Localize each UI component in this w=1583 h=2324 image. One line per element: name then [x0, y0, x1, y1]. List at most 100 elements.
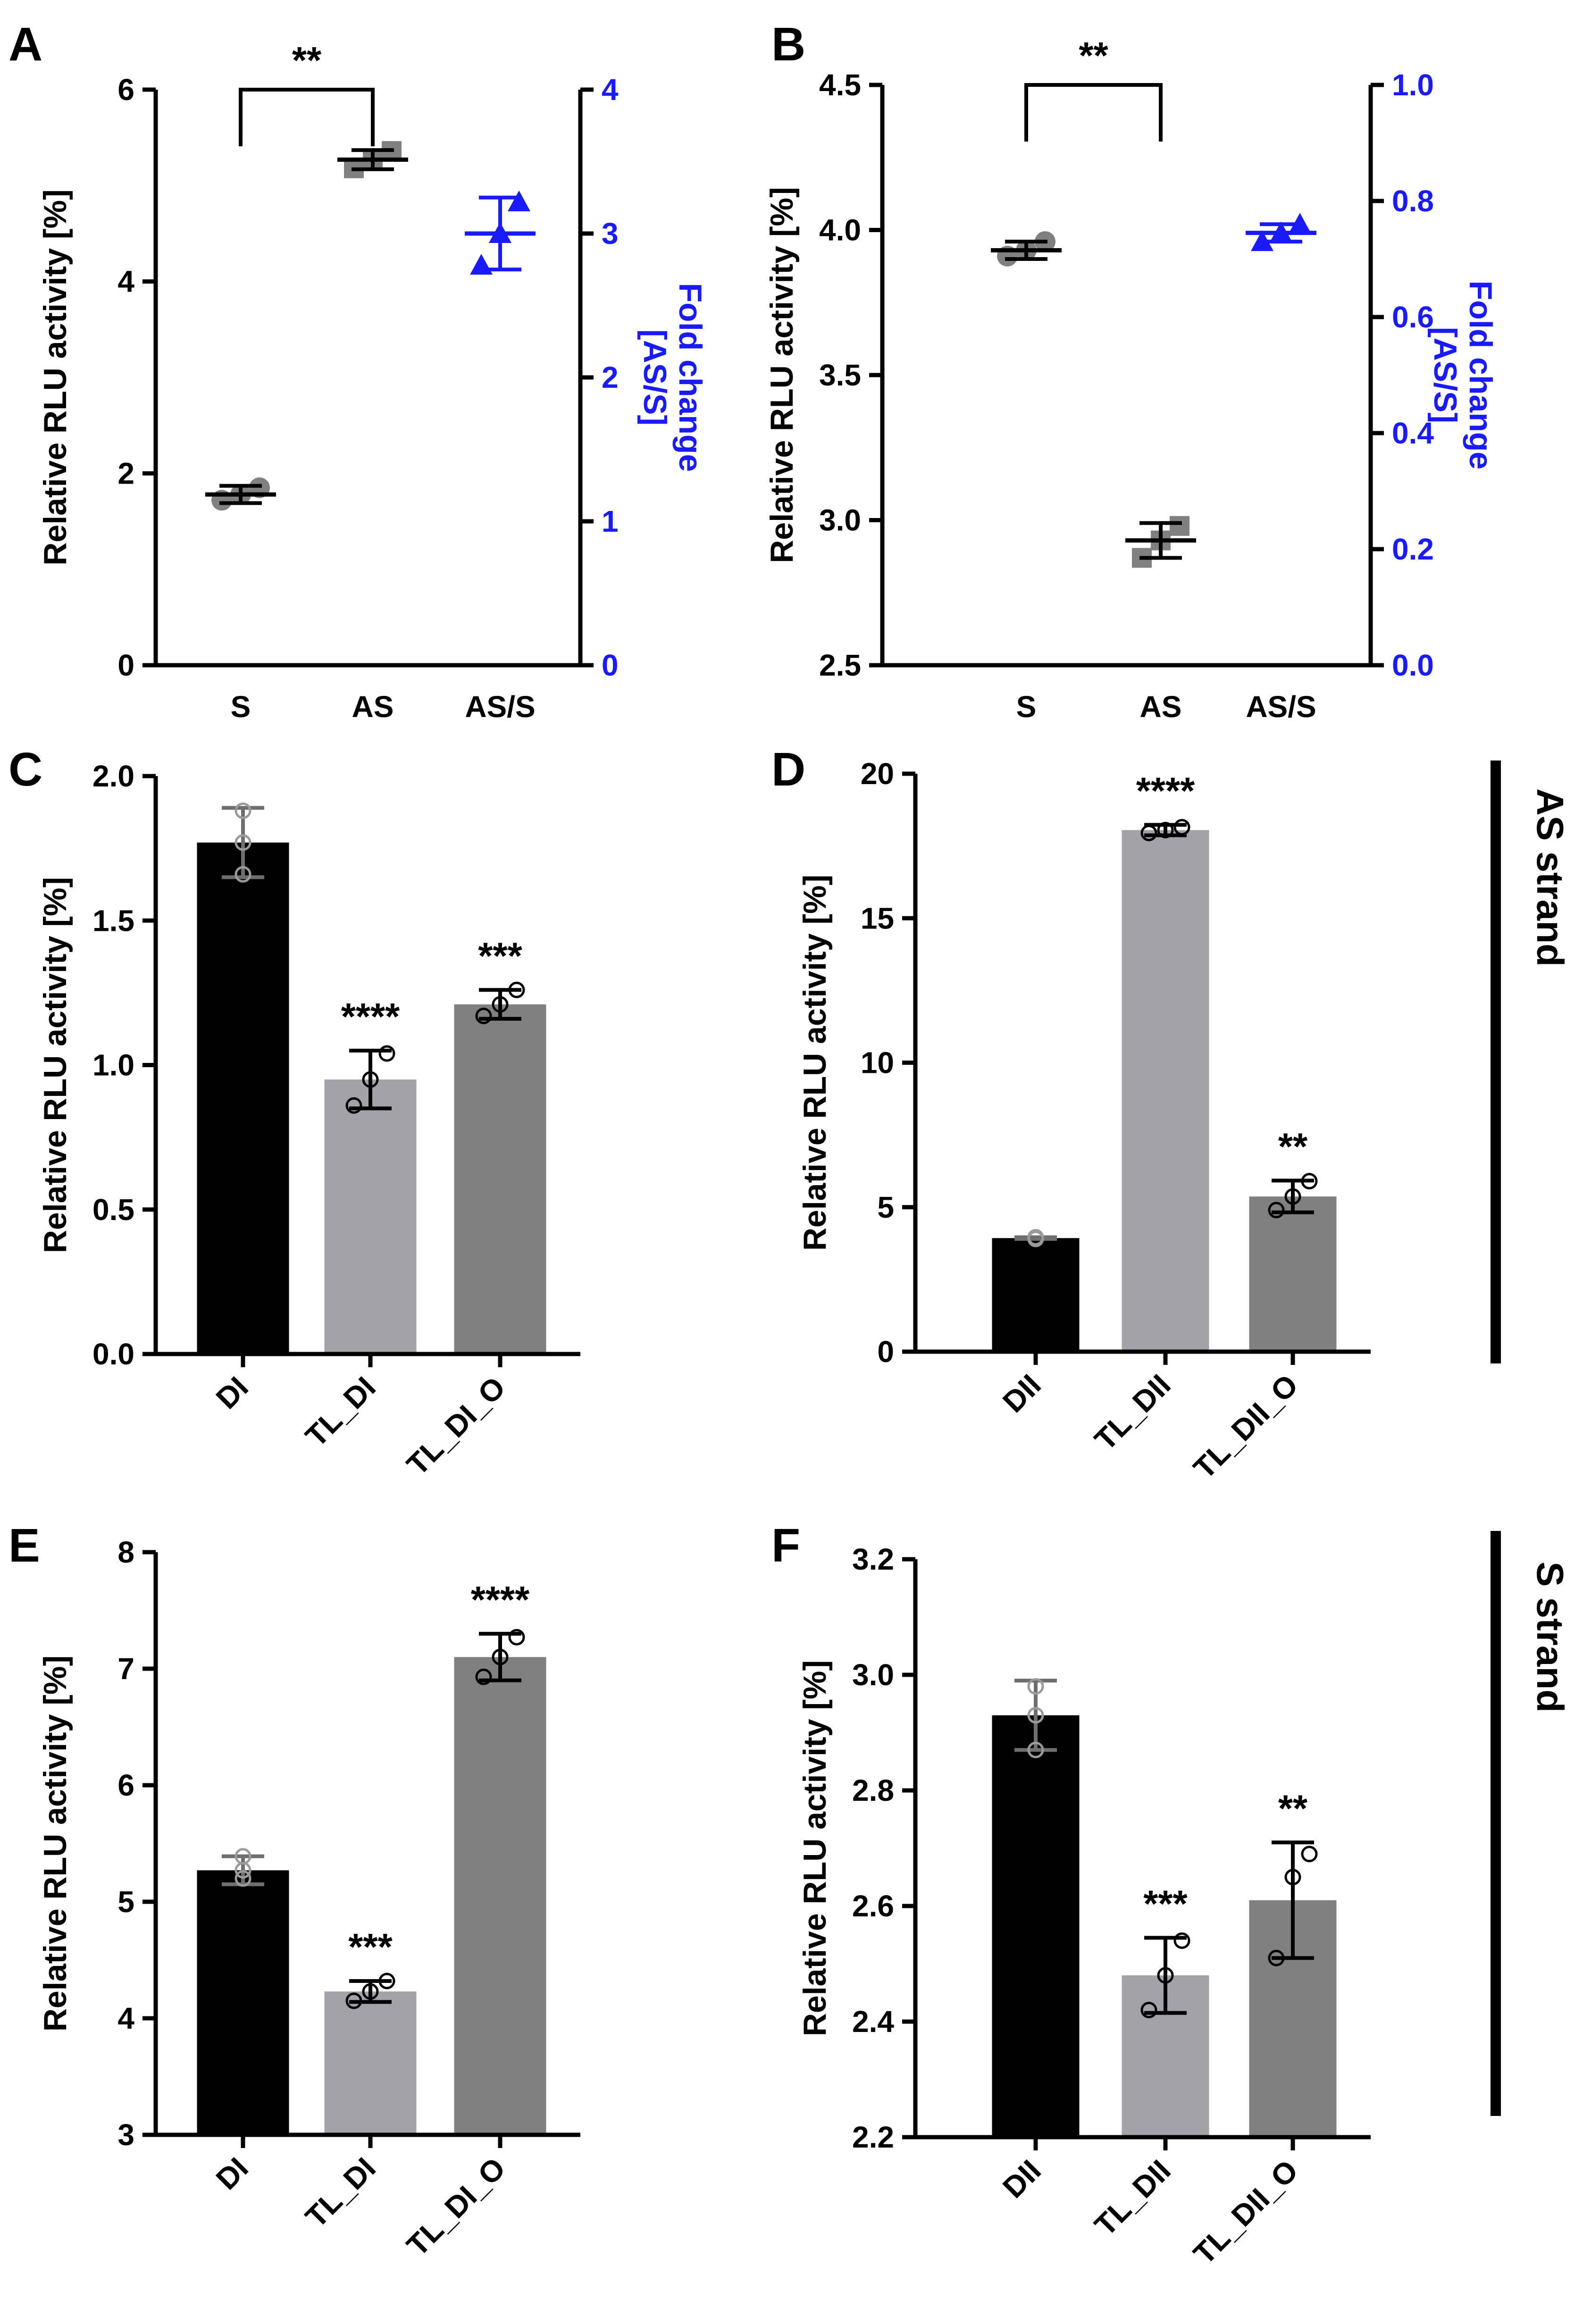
- y-tick-label: 15: [861, 901, 894, 935]
- y-tick-label: 2.2: [852, 2120, 894, 2154]
- y-tick-label: 2.6: [852, 1889, 894, 1923]
- data-point: [378, 1045, 395, 1062]
- significance-stars: ****: [471, 1579, 530, 1621]
- y-tick-label: 1.5: [92, 903, 134, 937]
- significance-stars: ***: [348, 1926, 393, 1968]
- y2-axis-title: Fold change: [672, 283, 708, 472]
- x-tick-label: S: [1016, 690, 1037, 724]
- y-tick-label: 2.0: [92, 759, 134, 793]
- significance-stars: ***: [478, 935, 522, 977]
- x-tick-label: TL_DII_O: [1187, 2153, 1305, 2271]
- x-tick-label: TL_DI_O: [400, 1370, 512, 1482]
- significance-bracket: [1024, 83, 1163, 142]
- data-point: [1140, 825, 1157, 842]
- y-tick-label: 6: [117, 1768, 134, 1802]
- x-tick-label: TL_DI_O: [400, 2151, 512, 2263]
- x-tick-label: AS/S: [1246, 690, 1316, 724]
- data-point: [1027, 1678, 1044, 1695]
- data-point: [1284, 1869, 1301, 1886]
- y-tick-label: 3.2: [852, 1542, 894, 1576]
- significance-stars: ***: [1143, 1882, 1188, 1924]
- y-tick-label: 0.5: [92, 1193, 134, 1227]
- significance-stars: **: [1278, 1787, 1308, 1829]
- data-point: [1140, 2002, 1157, 2018]
- panel-letter-c: C: [8, 743, 42, 796]
- data-point: [1027, 1741, 1044, 1758]
- data-point: [345, 1992, 362, 2009]
- bar: [992, 1715, 1080, 2137]
- y-tick-label: 2: [117, 456, 134, 490]
- y-axis-title: Relative RLU activity [%]: [37, 189, 73, 565]
- data-point: [235, 834, 251, 851]
- data-point: [235, 866, 251, 883]
- x-tick-label: DII: [996, 1368, 1047, 1419]
- bar: [324, 1991, 417, 2135]
- y-tick-label: 0.0: [92, 1337, 134, 1371]
- y-tick-label: 4: [117, 2001, 134, 2035]
- y2-tick-label: 0.4: [1392, 416, 1434, 450]
- bar: [197, 842, 289, 1354]
- panel-c-chart: 0.0 0.5 1.0 1.5 2.0 Relative RLU activity [%]…: [37, 759, 580, 1482]
- data-point: [235, 1870, 251, 1887]
- bar: [454, 1004, 546, 1354]
- panel-letter-b: B: [771, 18, 805, 71]
- y-tick-label: 4.0: [819, 213, 861, 247]
- data-point: [1268, 1202, 1285, 1219]
- y2-tick-label: 2: [602, 360, 619, 394]
- data-point: [508, 190, 530, 211]
- y-tick-label: 6: [117, 73, 134, 107]
- significance-stars: ****: [341, 995, 400, 1037]
- panel-a-chart: 0 2 4 6 Relative RLU activity [%] 0 1 2 3 4 Fold c…: [37, 39, 708, 724]
- panel-letter-d: D: [771, 743, 805, 796]
- significance-stars: **: [1278, 1125, 1308, 1167]
- data-point: [378, 1973, 395, 1990]
- x-tick-label: DII: [996, 2153, 1047, 2205]
- x-tick-label: DI: [209, 1370, 255, 1415]
- y-axis-title: Relative RLU activity [%]: [764, 187, 800, 563]
- y-tick-label: 7: [117, 1652, 134, 1686]
- y-axis-title: Relative RLU activity [%]: [37, 877, 73, 1253]
- y2-tick-label: 3: [602, 217, 619, 251]
- x-tick-label: TL_DII: [1088, 1368, 1177, 1457]
- x-tick-label: TL_DI: [299, 2151, 382, 2234]
- y-tick-label: 4: [117, 265, 134, 299]
- significance-bracket: [239, 88, 375, 146]
- y-tick-label: 5: [117, 1885, 134, 1919]
- x-tick-label: AS: [1140, 690, 1182, 724]
- y-tick-label: 10: [861, 1046, 894, 1080]
- y-tick-label: 0: [117, 648, 134, 682]
- y-tick-label: 20: [861, 757, 894, 791]
- y-tick-label: 4.5: [819, 68, 861, 102]
- as-strand-label: AS strand: [1529, 788, 1571, 967]
- panel-b-chart: 2.5 3.0 3.5 4.0 4.5 Relative RLU activity [%]…: [764, 34, 1499, 724]
- y2-axis-title-sub: [AS/S]: [637, 329, 673, 426]
- y2-axis-title-sub: [AS/S]: [1427, 327, 1463, 423]
- y-tick-label: 3.0: [852, 1658, 894, 1692]
- y2-tick-label: 0.0: [1392, 648, 1434, 682]
- y2-tick-label: 0: [602, 648, 619, 682]
- y-tick-label: 2.5: [819, 648, 861, 682]
- y2-tick-label: 4: [602, 73, 619, 107]
- y2-tick-label: 0.6: [1392, 300, 1434, 334]
- y-axis-title: Relative RLU activity [%]: [37, 1655, 73, 2031]
- data-point: [475, 1668, 492, 1685]
- y-tick-label: 5: [877, 1190, 894, 1224]
- data-point: [492, 1648, 509, 1665]
- bar: [324, 1079, 417, 1354]
- y-tick-label: 0: [877, 1335, 894, 1369]
- data-point: [1157, 821, 1174, 838]
- significance-stars: **: [292, 39, 322, 81]
- data-point: [508, 981, 525, 998]
- x-tick-label: TL_DI: [299, 1370, 382, 1454]
- panel-letter-a: A: [8, 18, 42, 71]
- y-tick-label: 3: [117, 2118, 134, 2152]
- bar: [1122, 830, 1209, 1352]
- data-point: [1027, 1707, 1044, 1724]
- y-tick-label: 2.4: [852, 2005, 894, 2039]
- data-point: [1157, 1967, 1174, 1984]
- y-tick-label: 8: [117, 1535, 134, 1569]
- data-point: [362, 1071, 379, 1088]
- x-tick-label: AS: [352, 690, 394, 724]
- x-tick-label: TL_DII: [1088, 2153, 1177, 2242]
